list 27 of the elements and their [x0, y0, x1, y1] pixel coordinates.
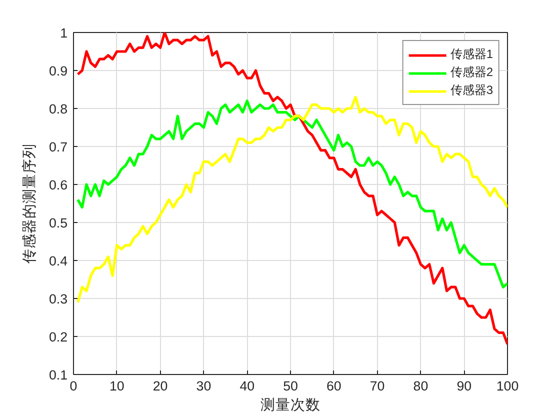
- y-tick-label: 0.1: [48, 368, 68, 382]
- y-tick-label: 0.4: [48, 254, 68, 268]
- x-tick-label: 80: [413, 378, 428, 394]
- y-tick-label: 0.8: [48, 102, 68, 116]
- x-axis-title: 测量次数: [260, 396, 320, 414]
- y-tick-label: 0.3: [48, 292, 68, 306]
- y-tick-label: 0.9: [48, 64, 68, 78]
- legend-label: 传感器2: [450, 64, 493, 81]
- y-tick-label: 1: [60, 26, 68, 40]
- x-tick-label: 50: [283, 378, 298, 394]
- legend-label: 传感器3: [450, 82, 493, 99]
- y-axis-title: 传感器的测量序列: [20, 144, 38, 264]
- x-tick-label: 70: [370, 378, 385, 394]
- y-tick-label: 0.6: [48, 178, 68, 192]
- y-tick-label: 0.7: [48, 140, 68, 154]
- x-tick-label: 10: [109, 378, 124, 394]
- x-tick-label: 100: [496, 378, 519, 394]
- x-tick-label: 60: [326, 378, 342, 394]
- x-tick-label: 30: [196, 378, 212, 394]
- line-series: [76, 32, 508, 346]
- y-tick-label: 0.5: [48, 216, 68, 230]
- x-tick-label: 0: [70, 378, 78, 394]
- legend-label: 传感器1: [450, 46, 493, 63]
- x-tick-label: 20: [152, 378, 168, 394]
- x-tick-label: 40: [240, 378, 255, 394]
- x-tick-label: 90: [456, 378, 472, 394]
- y-tick-label: 0.2: [48, 330, 68, 344]
